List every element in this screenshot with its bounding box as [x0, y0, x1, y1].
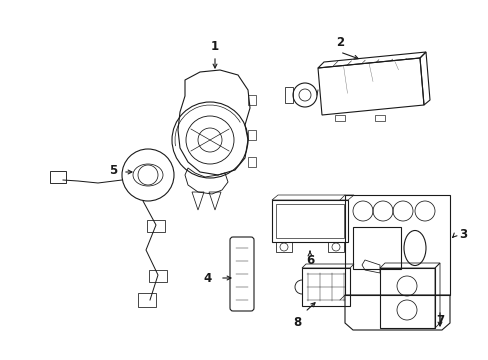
- Text: 6: 6: [305, 253, 313, 266]
- Text: 4: 4: [203, 271, 212, 284]
- Bar: [327, 242, 343, 252]
- Text: 2: 2: [335, 36, 344, 49]
- Text: 8: 8: [292, 315, 301, 328]
- Text: 1: 1: [210, 40, 219, 53]
- Bar: [379, 268, 434, 328]
- Bar: [247, 130, 256, 140]
- Bar: [334, 115, 345, 121]
- Bar: [271, 200, 347, 242]
- Bar: [138, 293, 156, 307]
- Text: 5: 5: [109, 163, 117, 176]
- Bar: [147, 220, 164, 232]
- Bar: [345, 195, 449, 295]
- Bar: [247, 157, 256, 167]
- Bar: [275, 242, 291, 252]
- Bar: [374, 115, 384, 121]
- Bar: [275, 204, 343, 238]
- Bar: [247, 95, 256, 105]
- Bar: [352, 227, 400, 269]
- Bar: [302, 268, 349, 306]
- Text: 3: 3: [458, 229, 466, 242]
- Bar: [50, 171, 66, 183]
- Bar: [149, 270, 167, 282]
- Text: 7: 7: [435, 314, 443, 327]
